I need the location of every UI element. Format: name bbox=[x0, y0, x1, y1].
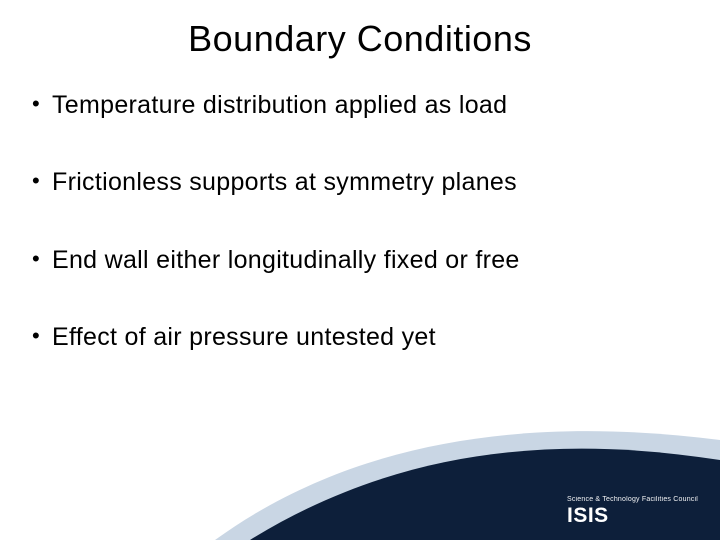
bullet-item: Frictionless supports at symmetry planes bbox=[28, 167, 692, 198]
slide-title: Boundary Conditions bbox=[0, 0, 720, 60]
logo-block: Science & Technology Facilities Council … bbox=[557, 496, 698, 526]
bullet-item: End wall either longitudinally fixed or … bbox=[28, 245, 692, 276]
bullet-item: Effect of air pressure untested yet bbox=[28, 322, 692, 353]
slide: Boundary Conditions Temperature distribu… bbox=[0, 0, 720, 540]
stfc-label: Science & Technology Facilities Council bbox=[567, 496, 698, 503]
bullet-list: Temperature distribution applied as load… bbox=[0, 60, 720, 353]
bullet-item: Temperature distribution applied as load bbox=[28, 90, 692, 121]
footer-band: Science & Technology Facilities Council … bbox=[0, 405, 720, 540]
